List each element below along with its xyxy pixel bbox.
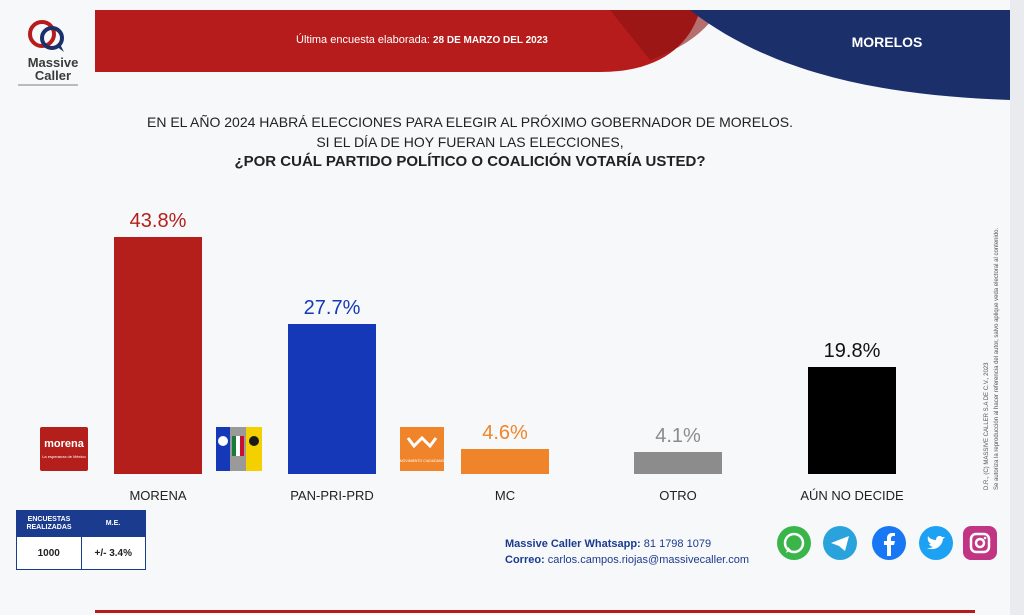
morena-logo-text: morena <box>44 438 85 450</box>
bar-chart: morena La esperanza de México MOVIMIENTO… <box>40 210 904 503</box>
value-label-mc: 4.6% <box>482 422 528 444</box>
logo-wordmark: Massive Caller <box>18 56 88 82</box>
bar-pan-pri-prd <box>288 324 376 474</box>
logo-mark-icon <box>28 20 64 52</box>
value-label-otro: 4.1% <box>655 425 701 447</box>
survey-table-header: ENCUESTAS REALIZADAS M.E. <box>17 511 145 537</box>
social-icons <box>777 526 997 566</box>
copyright-credit: D.R., (C) MASSIVE CALLER S.A DE C.V., 20… <box>978 130 1006 490</box>
surveys-header: ENCUESTAS REALIZADAS <box>26 516 72 531</box>
mc-logo: MOVIMIENTO CIUDADANO <box>400 427 445 471</box>
question-line-1: EN EL AÑO 2024 HABRÁ ELECCIONES PARA ELE… <box>146 114 793 130</box>
survey-table-row: 1000 +/- 3.4% <box>17 537 145 569</box>
contact-info: Massive Caller Whatsapp: 81 1798 1079 Co… <box>505 536 749 568</box>
region-title: MORELOS <box>851 34 923 50</box>
instagram-icon[interactable] <box>963 526 997 560</box>
survey-info-table: ENCUESTAS REALIZADAS M.E. 1000 +/- 3.4% <box>16 510 146 570</box>
mc-logo-text: MOVIMIENTO CIUDADANO <box>400 459 445 463</box>
bar-aun-no-decide <box>808 367 896 474</box>
facebook-icon[interactable] <box>872 526 906 560</box>
telegram-icon[interactable] <box>823 526 857 560</box>
surveys-value: 1000 <box>17 537 82 569</box>
value-label-aun-no-decide: 19.8% <box>824 340 881 362</box>
question-line-3: ¿POR CUÁL PARTIDO POLÍTICO O COALICIÓN V… <box>234 153 706 170</box>
logo-line-caller: Caller <box>34 68 72 83</box>
bar-morena <box>114 237 202 474</box>
twitter-icon[interactable] <box>919 526 953 560</box>
whatsapp-number: 81 1798 1079 <box>643 538 712 550</box>
category-label-mc: MC <box>495 488 515 503</box>
right-edge-margin <box>1010 0 1024 615</box>
survey-date: Última encuesta elaborada: 28 DE MARZO D… <box>296 34 548 46</box>
category-label-otro: OTRO <box>659 488 697 503</box>
category-label-morena: MORENA <box>129 488 186 503</box>
value-label-morena: 43.8% <box>130 210 187 232</box>
credit-line-2: Se autoriza la reproducción al hacer ref… <box>994 228 1000 490</box>
whatsapp-label: Massive Caller Whatsapp: <box>505 538 641 550</box>
margin-error-header: M.E. <box>105 520 121 527</box>
massive-caller-logo: Massive Caller <box>14 18 84 90</box>
credit-line-1: D.R., (C) MASSIVE CALLER S.A DE C.V., 20… <box>984 362 990 490</box>
email-label: Correo: <box>505 554 545 566</box>
value-label-pan-pri-prd: 27.7% <box>304 297 361 319</box>
category-label-aun-no-decide: AÚN NO DECIDE <box>800 488 904 503</box>
margin-error-value: +/- 3.4% <box>94 547 133 559</box>
morena-logo-tagline: La esperanza de México <box>42 454 86 459</box>
bar-mc <box>461 449 549 474</box>
morena-logo: morena La esperanza de México <box>40 427 88 471</box>
logo-underline <box>18 84 78 86</box>
whatsapp-icon[interactable] <box>777 526 811 560</box>
survey-date-value: 28 DE MARZO DEL 2023 <box>432 35 548 46</box>
pan-pri-prd-logos <box>216 427 262 471</box>
bar-otro <box>634 452 722 474</box>
header-band <box>95 10 1010 100</box>
category-label-pan-pri-prd: PAN-PRI-PRD <box>290 488 374 503</box>
bottom-accent-line <box>95 610 975 613</box>
question-line-2: SI EL DÍA DE HOY FUERAN LAS ELECCIONES, <box>316 134 624 150</box>
survey-date-label: Última encuesta elaborada: <box>296 34 430 46</box>
logo-line-massive: Massive <box>27 55 79 70</box>
survey-question: EN EL AÑO 2024 HABRÁ ELECCIONES PARA ELE… <box>100 112 840 172</box>
bars-group: 43.8% MORENA 27.7% PAN-PRI-PRD 4.6% MC 4.1% OTR… <box>114 210 904 503</box>
email-address: carlos.campos.riojas@massivecaller.com <box>547 554 750 566</box>
